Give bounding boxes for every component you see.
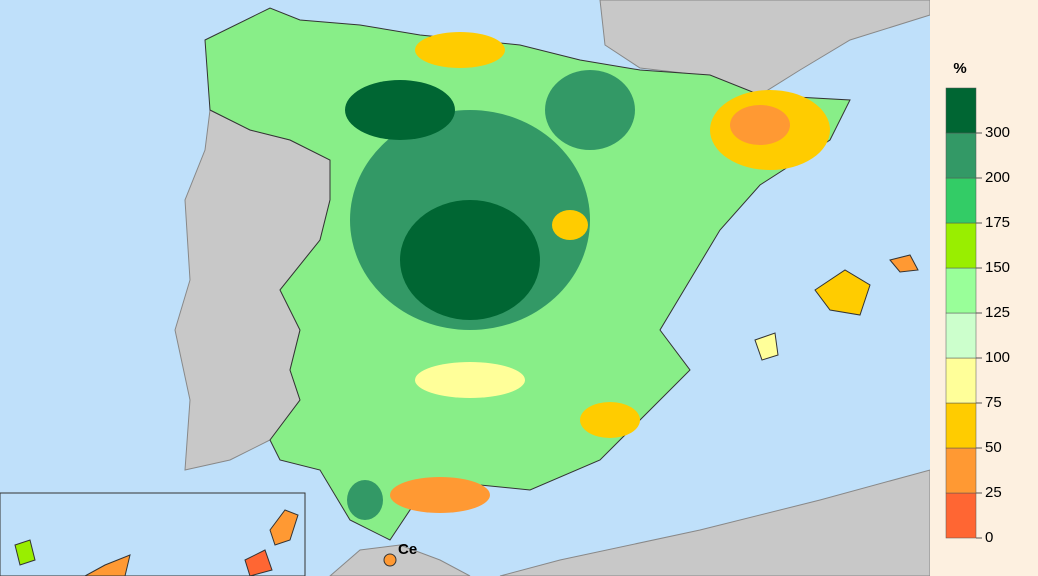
island [269,509,299,546]
legend-label: 25 [985,484,1002,501]
legend-swatch [945,312,977,359]
legend-swatch [945,267,977,314]
legend-label: 200 [985,169,1010,186]
legend-swatch [945,402,977,449]
legend-unit: % [953,60,966,77]
dry-area [730,105,790,145]
legend-label: 100 [985,349,1010,366]
dry-area [390,477,490,513]
mallorca [814,269,871,316]
dry-area [552,210,588,240]
dry-area [415,362,525,398]
island [244,549,273,576]
legend-label: 0 [985,529,993,546]
menorca [889,254,919,273]
legend-swatch [945,177,977,224]
dry-area [415,32,505,68]
legend-label: 300 [985,124,1010,141]
very-wet-area [345,80,455,140]
legend-swatch [945,447,977,494]
legend: 0 25 50 75 100 125 150 175 200 300 [945,87,1010,546]
island [84,554,131,576]
legend-swatch [945,492,977,539]
legend-swatch [945,87,977,134]
legend-label: 50 [985,439,1002,456]
very-wet-area [400,200,540,320]
legend-label: 175 [985,214,1010,231]
wet-area [545,70,635,150]
ceuta [383,553,397,567]
ibiza [754,332,779,361]
island [14,539,36,566]
legend-label: 75 [985,394,1002,411]
legend-swatch [945,222,977,269]
africa [499,469,931,576]
legend-swatch [945,357,977,404]
ceuta-label: Ce [398,541,417,558]
morocco [329,544,471,576]
legend-label: 150 [985,259,1010,276]
wet-area [347,480,383,520]
legend-swatch [945,132,977,179]
legend-label: 125 [985,304,1010,321]
dry-area [580,402,640,438]
